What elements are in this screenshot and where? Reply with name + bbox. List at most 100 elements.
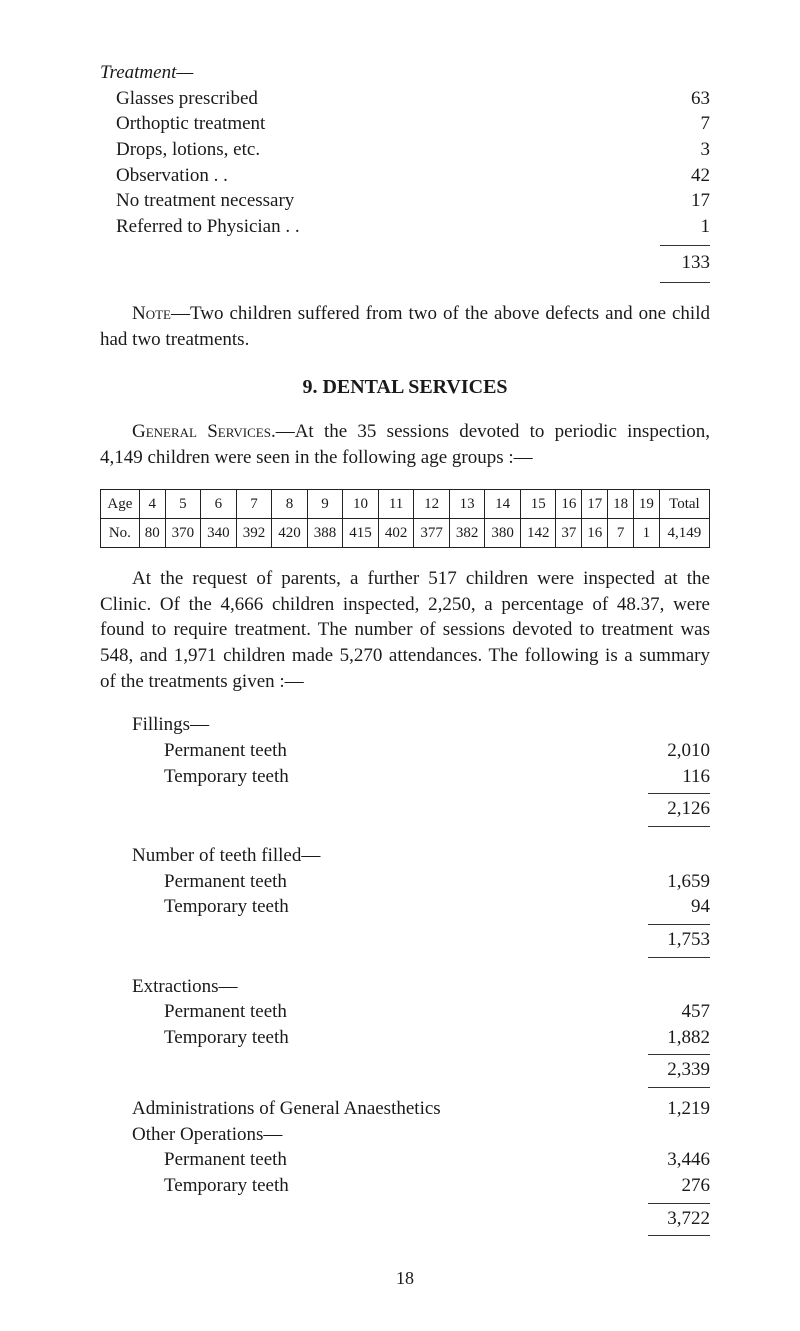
stat-row: Permanent teeth 457 — [164, 999, 710, 1025]
section-heading-dental: 9. DENTAL SERVICES — [100, 374, 710, 401]
stat-label: Permanent teeth — [164, 869, 640, 895]
stat-value: 94 — [640, 894, 710, 920]
treatment-value: 42 — [650, 163, 710, 189]
fillings-total: 2,126 — [640, 796, 710, 822]
table-cell: 402 — [378, 518, 414, 547]
stat-value: 1,882 — [640, 1025, 710, 1051]
table-cell: Age — [101, 489, 140, 518]
stat-value: 2,010 — [640, 738, 710, 764]
table-cell: 370 — [165, 518, 201, 547]
table-cell: 11 — [378, 489, 414, 518]
treatment-label: Observation . . — [116, 163, 650, 189]
page-number: 18 — [100, 1266, 710, 1290]
rule-line — [648, 1203, 710, 1204]
treatment-row: Drops, lotions, etc. 3 — [116, 137, 710, 163]
filled-block: Permanent teeth 1,659 Temporary teeth 94 — [148, 869, 710, 920]
treatment-label: Orthoptic treatment — [116, 111, 650, 137]
rule-line — [648, 793, 710, 794]
treatment-value: 1 — [650, 214, 710, 240]
table-cell: 19 — [633, 489, 659, 518]
stat-value: 116 — [640, 764, 710, 790]
table-cell: 13 — [449, 489, 485, 518]
table-cell: 10 — [343, 489, 379, 518]
treatment-label: Glasses prescribed — [116, 86, 650, 112]
treatment-label: Drops, lotions, etc. — [116, 137, 650, 163]
subtotal-row: 2,126 — [100, 796, 710, 822]
table-cell: 9 — [307, 489, 343, 518]
stat-row: Permanent teeth 2,010 — [164, 738, 710, 764]
other-ops-total: 3,722 — [640, 1206, 710, 1232]
stat-label: Temporary teeth — [164, 894, 640, 920]
table-cell: 1 — [633, 518, 659, 547]
rule-line — [648, 957, 710, 958]
subtotal-row: 2,339 — [100, 1057, 710, 1083]
table-cell: 7 — [608, 518, 634, 547]
rule-line — [648, 1235, 710, 1236]
stat-value: 3,446 — [640, 1147, 710, 1173]
table-cell: 18 — [608, 489, 634, 518]
general-services-paragraph: General Services.—At the 35 sessions dev… — [100, 419, 710, 470]
treatment-row: Observation . . 42 — [116, 163, 710, 189]
summary-paragraph: At the request of parents, a further 517… — [100, 566, 710, 694]
treatment-total: 133 — [650, 250, 710, 276]
table-cell: 12 — [414, 489, 450, 518]
stat-row: Temporary teeth 1,882 — [164, 1025, 710, 1051]
treatment-row: Glasses prescribed 63 — [116, 86, 710, 112]
treatment-value: 17 — [650, 188, 710, 214]
table-cell: 392 — [236, 518, 272, 547]
rule-line — [648, 1087, 710, 1088]
table-cell: 37 — [556, 518, 582, 547]
table-cell: 388 — [307, 518, 343, 547]
rule-line — [660, 245, 710, 246]
table-cell: 340 — [201, 518, 237, 547]
table-cell: 142 — [520, 518, 556, 547]
table-cell: 382 — [449, 518, 485, 547]
table-cell: 5 — [165, 489, 201, 518]
treatment-label: Referred to Physician . . — [116, 214, 650, 240]
stat-label: Permanent teeth — [164, 738, 640, 764]
table-cell: 15 — [520, 489, 556, 518]
anaesthetics-label: Administrations of General Anaesthetics — [132, 1096, 640, 1122]
table-cell: 16 — [582, 518, 608, 547]
filled-heading: Number of teeth filled— — [132, 843, 710, 869]
note-paragraph: Note—Two children suffered from two of t… — [100, 301, 710, 352]
stat-row: Temporary teeth 116 — [164, 764, 710, 790]
treatment-total-row: 133 — [116, 250, 710, 276]
fillings-block: Permanent teeth 2,010 Temporary teeth 11… — [148, 738, 710, 789]
subtotal-row: 3,722 — [100, 1206, 710, 1232]
other-ops-heading: Other Operations— — [132, 1122, 710, 1148]
stat-row: Temporary teeth 94 — [164, 894, 710, 920]
treatment-row: No treatment necessary 17 — [116, 188, 710, 214]
stat-row: Temporary teeth 276 — [164, 1173, 710, 1199]
other-ops-block: Permanent teeth 3,446 Temporary teeth 27… — [148, 1147, 710, 1198]
stat-label: Permanent teeth — [164, 1147, 640, 1173]
note-prefix: Note — [132, 303, 171, 324]
extractions-block: Permanent teeth 457 Temporary teeth 1,88… — [148, 999, 710, 1050]
table-cell: No. — [101, 518, 140, 547]
treatment-value: 7 — [650, 111, 710, 137]
note-text: —Two children suffered from two of the a… — [100, 303, 710, 350]
table-cell: 16 — [556, 489, 582, 518]
filled-total: 1,753 — [640, 927, 710, 953]
stat-value: 276 — [640, 1173, 710, 1199]
table-cell: 6 — [201, 489, 237, 518]
subtotal-row: 1,753 — [100, 927, 710, 953]
stat-row: Permanent teeth 3,446 — [164, 1147, 710, 1173]
anaesthetics-row: Administrations of General Anaesthetics … — [132, 1096, 710, 1122]
fillings-heading: Fillings— — [132, 712, 710, 738]
stat-label: Temporary teeth — [164, 764, 640, 790]
table-cell: 80 — [139, 518, 165, 547]
stat-value: 457 — [640, 999, 710, 1025]
table-cell: 14 — [485, 489, 521, 518]
stat-value: 1,659 — [640, 869, 710, 895]
rule-line — [648, 826, 710, 827]
table-cell: 380 — [485, 518, 521, 547]
anaesthetics-value: 1,219 — [640, 1096, 710, 1122]
table-cell: 377 — [414, 518, 450, 547]
stat-label: Temporary teeth — [164, 1025, 640, 1051]
rule-line — [660, 282, 710, 283]
treatment-list: Glasses prescribed 63 Orthoptic treatmen… — [116, 86, 710, 283]
stat-row: Permanent teeth 1,659 — [164, 869, 710, 895]
extractions-total: 2,339 — [640, 1057, 710, 1083]
stat-label: Temporary teeth — [164, 1173, 640, 1199]
